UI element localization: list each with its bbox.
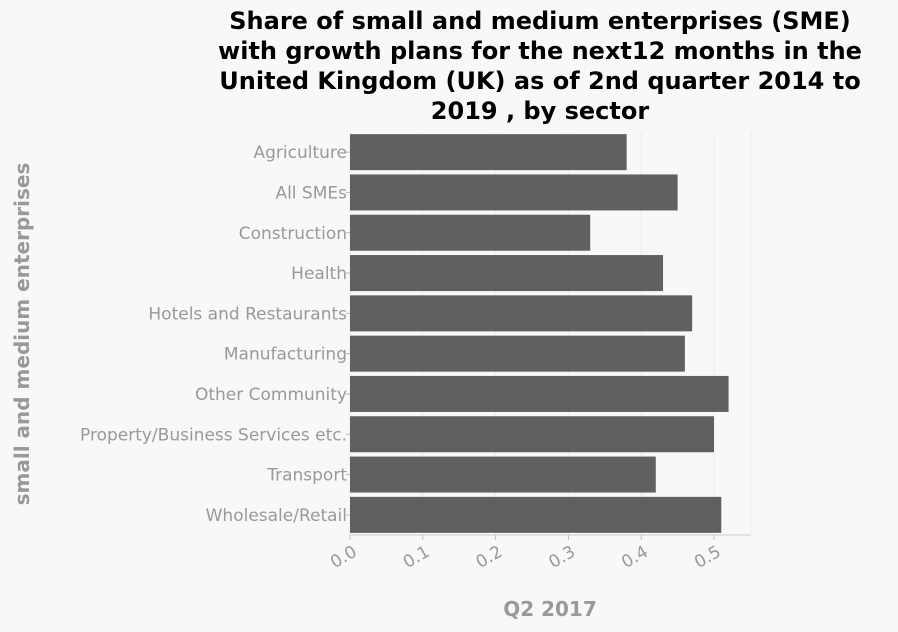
bar bbox=[350, 416, 714, 453]
y-axis-title: small and medium enterprises bbox=[10, 163, 34, 506]
y-tick-label: Wholesale/Retail bbox=[206, 506, 347, 526]
y-tick-label: Property/Business Services etc. bbox=[80, 425, 347, 445]
bar bbox=[350, 456, 656, 493]
bar bbox=[350, 174, 678, 211]
x-tick-label: 0.4 bbox=[618, 542, 651, 573]
bars bbox=[350, 134, 729, 533]
bar bbox=[350, 335, 685, 372]
x-tick-label: 0.0 bbox=[327, 542, 360, 573]
y-tick-label: Agriculture bbox=[254, 143, 348, 163]
bar bbox=[350, 214, 591, 251]
x-tick-label: 0.1 bbox=[400, 542, 433, 573]
y-tick-label: Health bbox=[291, 264, 347, 284]
chart-title: Share of small and medium enterprises (S… bbox=[218, 7, 862, 125]
y-tick-label: Transport bbox=[266, 466, 347, 486]
y-tick-label: Hotels and Restaurants bbox=[148, 304, 347, 324]
y-tick-label: All SMEs bbox=[275, 183, 347, 203]
bar bbox=[350, 255, 664, 292]
y-tick-label: Manufacturing bbox=[224, 345, 347, 365]
bar bbox=[350, 496, 722, 533]
y-tick-label: Construction bbox=[239, 224, 347, 244]
x-axis-ticks: 0.0 0.1 0.2 0.3 0.4 0.5 bbox=[327, 535, 725, 573]
bar bbox=[350, 295, 693, 332]
x-tick-label: 0.3 bbox=[545, 542, 578, 573]
x-tick-label: 0.2 bbox=[473, 542, 506, 573]
y-tick-label: Other Community bbox=[195, 385, 347, 405]
x-axis-title: Q2 2017 bbox=[503, 597, 597, 621]
x-tick-label: 0.5 bbox=[691, 542, 724, 573]
y-axis-ticks: Agriculture All SMEs Construction Health Hot… bbox=[80, 143, 350, 526]
bar bbox=[350, 134, 627, 171]
bar bbox=[350, 375, 729, 412]
